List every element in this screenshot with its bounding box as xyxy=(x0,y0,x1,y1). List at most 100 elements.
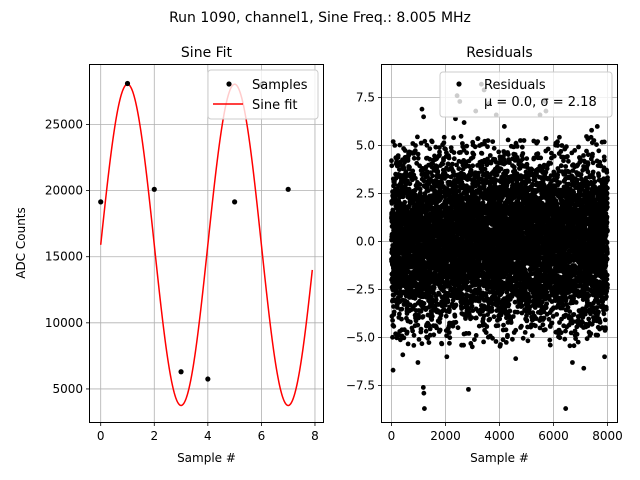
residual-point xyxy=(415,151,421,157)
residual-point xyxy=(418,140,424,146)
residual-point xyxy=(417,186,423,192)
residual-point xyxy=(427,326,433,332)
residual-point xyxy=(410,168,416,174)
residual-point xyxy=(471,152,477,158)
residual-point xyxy=(441,134,447,140)
sine-fit-sample-point xyxy=(178,369,184,375)
residual-point xyxy=(423,328,429,334)
residuals-points-group xyxy=(389,81,610,411)
residual-point xyxy=(456,166,462,172)
residual-point xyxy=(501,322,506,328)
residual-point xyxy=(520,151,526,156)
residual-point xyxy=(392,181,397,187)
residual-point xyxy=(505,332,510,338)
sine-fit-line xyxy=(99,83,314,407)
residual-point xyxy=(515,309,520,315)
residual-point xyxy=(458,133,464,139)
residual-point xyxy=(399,306,405,312)
residual-point xyxy=(466,331,472,336)
residual-point xyxy=(510,336,515,342)
residual-point xyxy=(491,314,497,320)
sine-fit-xlabel: Sample # xyxy=(177,451,236,465)
residual-point xyxy=(429,313,435,319)
residual-point xyxy=(415,155,421,161)
residual-point xyxy=(390,139,396,145)
residual-point xyxy=(426,188,431,194)
residual-point xyxy=(413,175,418,181)
residual-point xyxy=(437,152,442,158)
residual-point xyxy=(422,138,428,144)
residual-point xyxy=(426,340,432,345)
residual-point xyxy=(472,144,478,150)
residual-point xyxy=(429,139,435,145)
residual-point xyxy=(406,186,412,192)
residual-point xyxy=(487,153,493,158)
residual-point xyxy=(520,156,525,162)
residual-point xyxy=(476,180,482,186)
sine-fit-legend-box xyxy=(207,69,319,120)
sine-fit-sample-point xyxy=(232,199,238,205)
residual-point xyxy=(439,341,445,347)
residual-point xyxy=(481,339,486,345)
residual-point xyxy=(489,308,495,313)
residual-point xyxy=(505,137,511,143)
residual-point xyxy=(418,308,424,314)
residual-point xyxy=(473,315,479,321)
residual-point xyxy=(399,181,404,187)
residual-point xyxy=(407,181,413,187)
legend-samples-label: Samples xyxy=(252,78,308,93)
residual-point xyxy=(505,152,511,158)
residual-point xyxy=(451,150,457,156)
residual-point xyxy=(496,149,502,155)
residual-point xyxy=(491,145,497,151)
residual-point xyxy=(464,150,470,156)
sine-fit-title: Sine Fit xyxy=(181,45,233,61)
residual-point xyxy=(431,332,437,338)
residual-point xyxy=(451,135,456,141)
residual-point xyxy=(410,328,415,334)
residual-point xyxy=(473,333,479,338)
sine-fit-sample-point xyxy=(205,376,211,382)
residual-point xyxy=(484,324,490,329)
residual-point xyxy=(503,327,509,333)
residual-point xyxy=(490,139,496,145)
residual-point xyxy=(402,148,408,153)
residual-point xyxy=(397,311,402,317)
residual-point xyxy=(408,319,413,325)
residual-point xyxy=(445,299,451,305)
residual-point xyxy=(437,327,443,333)
residual-point xyxy=(392,143,398,148)
residual-point xyxy=(389,163,395,169)
residual-point xyxy=(446,155,452,161)
residual-point xyxy=(519,144,525,150)
residual-point xyxy=(430,173,435,179)
residual-point xyxy=(520,335,526,341)
residual-point xyxy=(510,314,516,319)
residual-point xyxy=(416,337,422,342)
residual-point xyxy=(506,302,512,307)
residual-point xyxy=(418,190,423,196)
residual-point xyxy=(412,148,418,154)
residual-point xyxy=(513,327,519,333)
residual-point xyxy=(479,151,485,156)
residual-point xyxy=(495,323,501,328)
residual-point xyxy=(485,144,490,150)
residual-point xyxy=(417,182,423,187)
residual-point xyxy=(470,163,476,169)
residual-point xyxy=(411,332,417,338)
residual-point xyxy=(405,158,411,163)
residual-point xyxy=(404,329,410,335)
residual-point xyxy=(461,342,466,348)
residual-point xyxy=(401,335,407,341)
residual-point xyxy=(416,315,421,321)
sine-fit-sample-point xyxy=(151,186,157,192)
legend-samples-marker xyxy=(226,81,232,87)
sine-fit-axes-frame xyxy=(89,64,324,423)
residual-point xyxy=(464,143,470,149)
residual-point xyxy=(425,174,430,180)
sine-fit-x-tick-label: 0 xyxy=(97,429,105,443)
residual-point xyxy=(415,322,421,328)
